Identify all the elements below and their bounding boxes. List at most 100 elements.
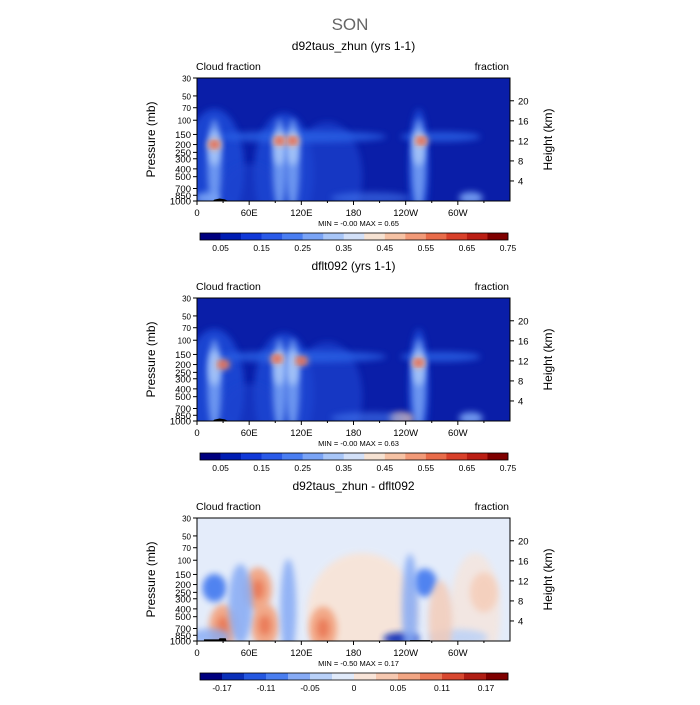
y-axis-title: Pressure (mb)	[144, 321, 158, 397]
y-right-tick-label: 4	[518, 176, 523, 187]
colorbar-swatch	[405, 233, 427, 240]
colorbar-swatch	[343, 233, 365, 240]
colorbar-swatch	[332, 673, 355, 680]
y-tick-label: 150	[175, 570, 191, 581]
colorbar-swatch	[442, 673, 465, 680]
y-tick-label: 200	[175, 360, 191, 371]
y-axis-title-right: Height (km)	[541, 108, 555, 170]
x-tick-label: 60E	[241, 208, 258, 219]
colorbar-label: 0.05	[390, 683, 407, 693]
y-right-tick-label: 12	[518, 356, 529, 367]
y-right-tick-label: 16	[518, 336, 529, 347]
y-right-tick-label: 4	[518, 616, 523, 627]
y-tick-label: 200	[175, 580, 191, 591]
right-label: fraction	[475, 501, 510, 513]
chart-panel-3: d92taus_zhun - dflt092 Cloud fraction frac…	[144, 479, 555, 693]
colorbar-label: 0.45	[377, 463, 394, 473]
colorbar-swatch	[261, 453, 283, 460]
colorbar-swatch	[405, 453, 427, 460]
colorbar-frame	[199, 452, 509, 461]
y-tick-label: 150	[175, 350, 191, 361]
colorbar-swatch	[244, 673, 267, 680]
colorbar-swatch	[200, 233, 221, 240]
colorbar-frame	[199, 672, 509, 681]
colorbar-swatch	[425, 453, 447, 460]
y-tick-label: 50	[182, 92, 191, 101]
y-tick-label: 30	[182, 515, 191, 524]
y-tick-label: 150	[175, 130, 191, 141]
colorbar-swatch	[486, 673, 509, 680]
chart-title: d92taus_zhun - dflt092	[292, 479, 414, 493]
left-label: Cloud fraction	[196, 61, 261, 73]
y-right-tick-label: 12	[518, 136, 529, 147]
y-axis-title: Pressure (mb)	[144, 541, 158, 617]
colorbar-swatch	[446, 453, 468, 460]
y-tick-label: 300	[175, 594, 191, 605]
colorbar-swatch	[376, 673, 399, 680]
y-right-tick-label: 20	[518, 316, 529, 327]
x-tick-label: 60E	[241, 428, 258, 439]
colorbar-swatch	[310, 673, 333, 680]
y-tick-label: 400	[175, 384, 191, 395]
colorbar-swatch	[222, 673, 245, 680]
colorbar-swatch	[384, 453, 406, 460]
topography-mask	[212, 198, 229, 201]
min-max-stats: MIN = -0.00 MAX = 0.63	[318, 439, 399, 448]
x-tick-label: 60W	[448, 208, 468, 219]
colorbar-swatch	[466, 453, 488, 460]
y-right-tick-label: 16	[518, 116, 529, 127]
colorbar-swatch	[354, 673, 377, 680]
y-tick-label: 70	[182, 104, 191, 113]
colorbar-swatch	[323, 233, 345, 240]
min-max-stats: MIN = -0.50 MAX = 0.17	[318, 659, 399, 668]
colorbar-swatch	[446, 233, 468, 240]
y-tick-label: 400	[175, 164, 191, 175]
colorbar-swatch	[487, 453, 509, 460]
colorbar-label: 0.17	[478, 683, 495, 693]
colorbar-swatch	[364, 453, 386, 460]
colorbar-swatch	[241, 233, 262, 240]
colorbar-swatch	[220, 233, 242, 240]
y-right-tick-label: 16	[518, 556, 529, 567]
colorbar-swatch	[241, 453, 262, 460]
y-tick-label: 30	[182, 75, 191, 84]
y-right-tick-label: 8	[518, 376, 523, 387]
y-tick-label: 100	[178, 117, 192, 126]
x-tick-label: 60E	[241, 648, 258, 659]
colorbar-label: 0.15	[253, 463, 270, 473]
right-label: fraction	[475, 61, 510, 73]
y-tick-label: 50	[182, 532, 191, 541]
colorbar-label: 0.65	[459, 243, 476, 253]
figure-title: SON	[332, 15, 369, 34]
y-tick-label: 850	[175, 191, 191, 202]
colorbar-label: 0.55	[418, 243, 435, 253]
colorbar-swatch	[302, 233, 324, 240]
colorbar-swatch	[282, 233, 303, 240]
x-tick-label: 60W	[448, 428, 468, 439]
y-tick-label: 200	[175, 140, 191, 151]
y-tick-label: 70	[182, 544, 191, 553]
right-label: fraction	[475, 281, 510, 293]
x-tick-label: 0	[194, 648, 199, 659]
x-tick-label: 120E	[290, 428, 312, 439]
min-max-stats: MIN = -0.00 MAX = 0.65	[318, 219, 399, 228]
colorbar-label: 0.05	[212, 243, 229, 253]
colorbar-label: -0.17	[212, 683, 232, 693]
colorbar-swatch	[384, 233, 406, 240]
x-tick-label: 180	[346, 428, 362, 439]
y-tick-label: 70	[182, 324, 191, 333]
colorbar-swatch	[425, 233, 447, 240]
y-axis-title-right: Height (km)	[541, 328, 555, 390]
colorbar-swatch	[323, 453, 345, 460]
y-right-tick-label: 8	[518, 596, 523, 607]
colorbar-swatch	[398, 673, 421, 680]
chart-title: d92taus_zhun (yrs 1-1)	[292, 39, 415, 53]
x-tick-label: 120W	[393, 208, 418, 219]
heatmap-field	[197, 518, 510, 641]
colorbar-label: 0.75	[500, 463, 517, 473]
x-tick-label: 120E	[290, 208, 312, 219]
left-label: Cloud fraction	[196, 281, 261, 293]
y-tick-label: 250	[175, 368, 191, 379]
colorbar-swatch	[464, 673, 487, 680]
